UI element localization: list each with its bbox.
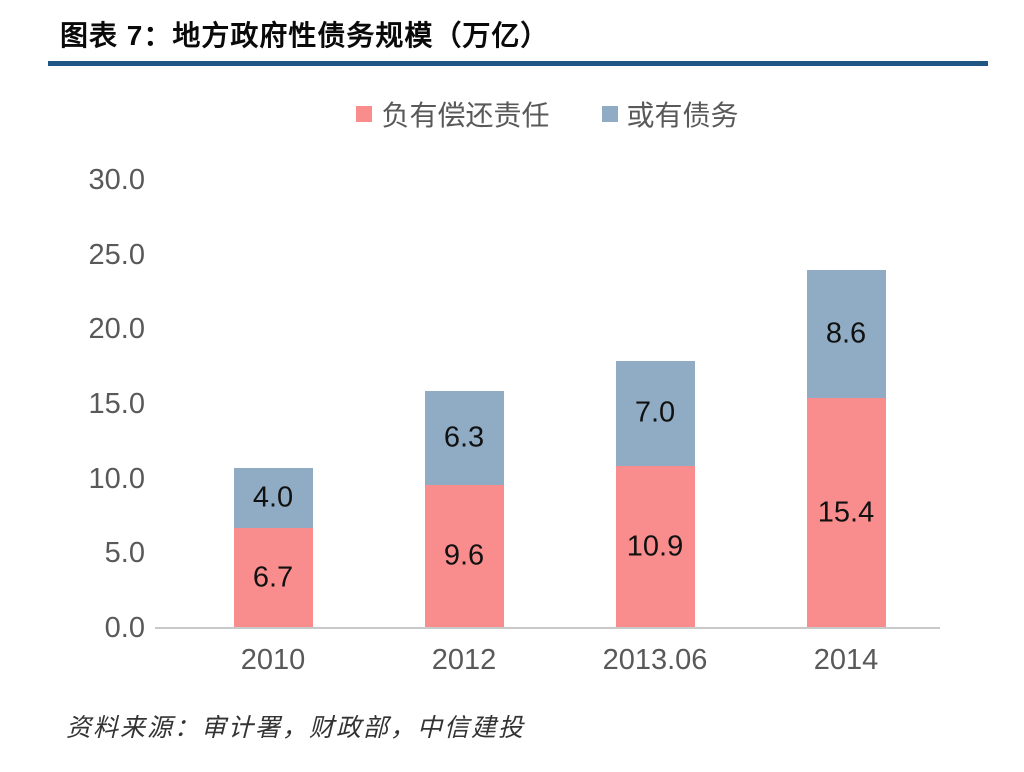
- bar-value-label: 7.0: [634, 396, 676, 429]
- legend-item: 或有债务: [601, 94, 739, 134]
- bar-value-label: 6.3: [443, 421, 485, 454]
- legend-swatch-icon: [356, 106, 373, 122]
- bar-value-label: 6.7: [252, 561, 294, 594]
- bar-segment-repay: [807, 398, 886, 628]
- legend-label: 负有偿还责任: [381, 100, 550, 131]
- x-axis-tick: 2013.06: [602, 644, 708, 676]
- bar-segment-repay: [616, 465, 695, 628]
- x-axis-baseline: [155, 627, 940, 629]
- bar-segment-contingent: [616, 361, 695, 466]
- y-axis-tick: 10.0: [88, 463, 145, 495]
- bar-segment-contingent: [807, 270, 886, 398]
- x-axis-tick: 2010: [240, 644, 306, 676]
- x-axis-tick: 2014: [813, 644, 879, 676]
- bar-segment-repay: [425, 485, 504, 628]
- y-axis-tick: 20.0: [88, 313, 145, 345]
- legend-item: 负有偿还责任: [356, 94, 550, 134]
- bar-value-label: 9.6: [443, 539, 485, 572]
- bar-segment-repay: [234, 528, 313, 628]
- bar-value-label: 15.4: [817, 496, 875, 529]
- y-axis-tick: 30.0: [88, 164, 145, 196]
- legend-label: 或有债务: [626, 100, 739, 131]
- y-axis-tick: 25.0: [88, 239, 145, 271]
- legend-swatch-icon: [601, 106, 618, 122]
- y-axis-tick: 0.0: [104, 612, 145, 644]
- chart-legend: 负有偿还责任 或有债务: [155, 96, 940, 132]
- bar-segment-contingent: [425, 391, 504, 485]
- stacked-bar-chart: 负有偿还责任 或有债务 0.0 5.0 10.0 15.0 20.0 25.0 30.0 6.…: [0, 70, 1024, 690]
- bar-segment-contingent: [234, 468, 313, 528]
- bar-value-label: 4.0: [252, 481, 294, 514]
- x-axis-tick: 2012: [431, 644, 497, 676]
- bar-value-label: 8.6: [825, 317, 867, 350]
- source-note: 资料来源：审计署，财政部，中信建投: [66, 715, 526, 742]
- title-divider-rule: [48, 61, 988, 66]
- figure-title: 图表 7：地方政府性债务规模（万亿）: [60, 20, 550, 51]
- y-axis-tick: 5.0: [104, 537, 145, 569]
- bar-value-label: 10.9: [626, 530, 684, 563]
- y-axis-tick: 15.0: [88, 388, 145, 420]
